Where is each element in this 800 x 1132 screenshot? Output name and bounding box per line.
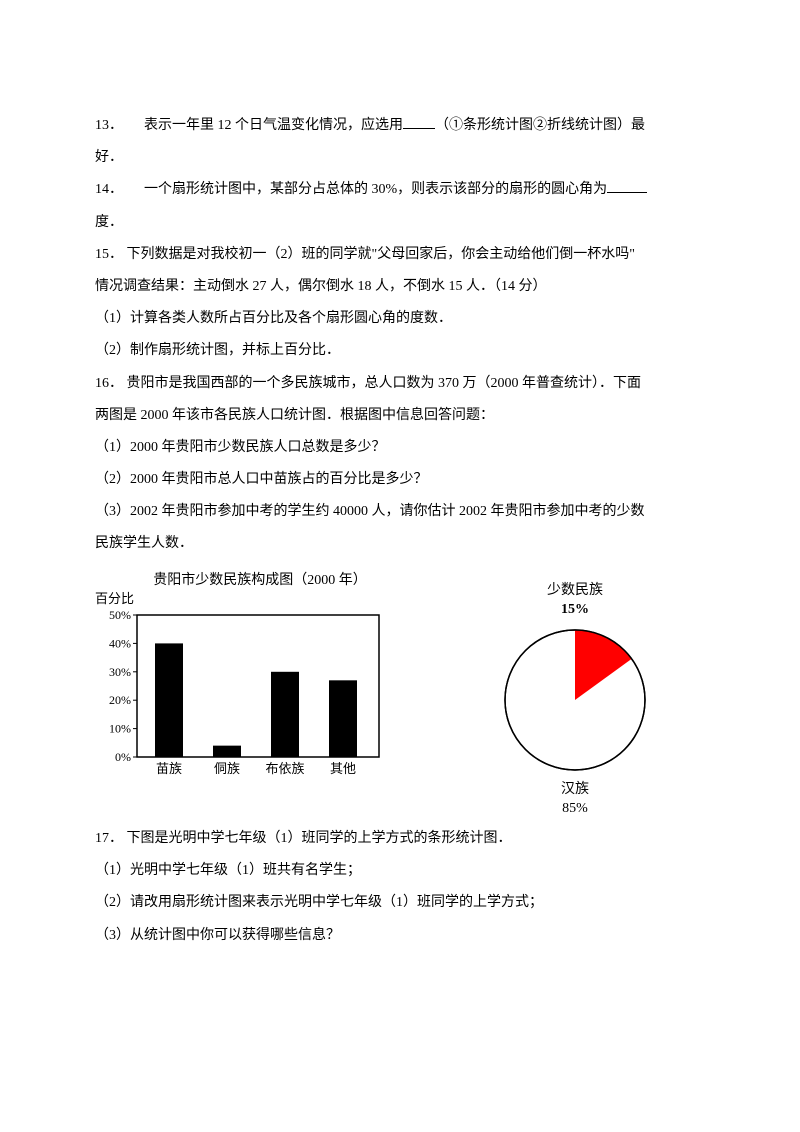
q17-line1: 下图是光明中学七年级（1）班同学的上学方式的条形统计图．: [127, 831, 512, 846]
pie-chart-container: 少数民族 15% 汉族 85%: [475, 581, 675, 819]
q16-sub2: （2）2000 年贵阳市总人口中苗族占的百分比是多少？: [95, 464, 705, 496]
pie-bottom-value: 85%: [475, 799, 675, 819]
q13-line2: 好．: [95, 142, 705, 174]
svg-text:40%: 40%: [109, 637, 131, 651]
bar-chart-title: 贵阳市少数民族构成图（2000 年）: [95, 571, 425, 591]
q15-sub2: （2）制作扇形统计图，并标上百分比．: [95, 335, 705, 367]
q14-number: 14．: [95, 182, 123, 197]
q14-line2: 度．: [95, 207, 705, 239]
q15-line1: 下列数据是对我校初一（2）班的同学就"父母回家后，你会主动给他们倒一杯水吗": [127, 247, 635, 262]
pie-chart-svg: [495, 620, 655, 780]
svg-text:布依族: 布依族: [265, 761, 304, 776]
q15-sub1: （1）计算各类人数所占百分比及各个扇形圆心角的度数．: [95, 303, 705, 335]
q16-sub3b: 民族学生人数．: [95, 528, 705, 560]
svg-text:0%: 0%: [115, 750, 131, 764]
svg-text:其他: 其他: [330, 761, 356, 776]
bar-chart-ylabel: 百分比: [95, 592, 425, 605]
q16-number: 16．: [95, 376, 123, 391]
svg-text:30%: 30%: [109, 665, 131, 679]
charts-row: 贵阳市少数民族构成图（2000 年） 百分比 0% 10% 20% 30% 40% 50%…: [95, 571, 705, 819]
q15-number: 15．: [95, 247, 123, 262]
q17-sub1: （1）光明中学七年级（1）班共有名学生；: [95, 855, 705, 887]
q13-text-a: 表示一年里 12 个日气温变化情况，应选用: [144, 118, 403, 133]
pie-top-label: 少数民族: [475, 581, 675, 601]
question-13: 13． 表示一年里 12 个日气温变化情况，应选用 （①条形统计图②折线统计图）最: [95, 110, 705, 142]
document-page: 13． 表示一年里 12 个日气温变化情况，应选用 （①条形统计图②折线统计图）最…: [0, 0, 800, 992]
bar-chart-svg: 0% 10% 20% 30% 40% 50% 苗族 侗族 布依族 其他: [95, 607, 385, 777]
pie-top-value: 15%: [475, 600, 675, 620]
q14-blank: [607, 178, 647, 193]
question-15: 15． 下列数据是对我校初一（2）班的同学就"父母回家后，你会主动给他们倒一杯水…: [95, 239, 705, 271]
pie-bottom-label: 汉族: [475, 780, 675, 800]
q16-line1: 贵阳市是我国西部的一个多民族城市，总人口数为 370 万（2000 年普查统计）…: [127, 376, 642, 391]
q13-blank: [403, 114, 435, 129]
q16-line2: 两图是 2000 年该市各民族人口统计图．根据图中信息回答问题：: [95, 400, 705, 432]
question-14: 14． 一个扇形统计图中，某部分占总体的 30%，则表示该部分的扇形的圆心角为: [95, 174, 705, 206]
q16-sub1: （1）2000 年贵阳市少数民族人口总数是多少？: [95, 432, 705, 464]
svg-text:10%: 10%: [109, 722, 131, 736]
q13-number: 13．: [95, 118, 123, 133]
q17-sub3: （3）从统计图中你可以获得哪些信息？: [95, 920, 705, 952]
svg-text:侗族: 侗族: [214, 761, 240, 776]
q13-text-b: （①条形统计图②折线统计图）最: [435, 118, 645, 133]
svg-text:50%: 50%: [109, 608, 131, 622]
q17-sub2: （2）请改用扇形统计图来表示光明中学七年级（1）班同学的上学方式；: [95, 887, 705, 919]
q17-number: 17．: [95, 831, 123, 846]
svg-text:20%: 20%: [109, 693, 131, 707]
q14-text-a: 一个扇形统计图中，某部分占总体的 30%，则表示该部分的扇形的圆心角为: [144, 182, 607, 197]
question-16: 16． 贵阳市是我国西部的一个多民族城市，总人口数为 370 万（2000 年普…: [95, 368, 705, 400]
svg-text:苗族: 苗族: [156, 761, 182, 776]
q16-sub3: （3）2002 年贵阳市参加中考的学生约 40000 人，请你估计 2002 年…: [95, 496, 705, 528]
bar-chart-container: 贵阳市少数民族构成图（2000 年） 百分比 0% 10% 20% 30% 40% 50%…: [95, 571, 425, 778]
question-17: 17． 下图是光明中学七年级（1）班同学的上学方式的条形统计图．: [95, 823, 705, 855]
q15-line2: 情况调查结果：主动倒水 27 人，偶尔倒水 18 人，不倒水 15 人．（14 …: [95, 271, 705, 303]
